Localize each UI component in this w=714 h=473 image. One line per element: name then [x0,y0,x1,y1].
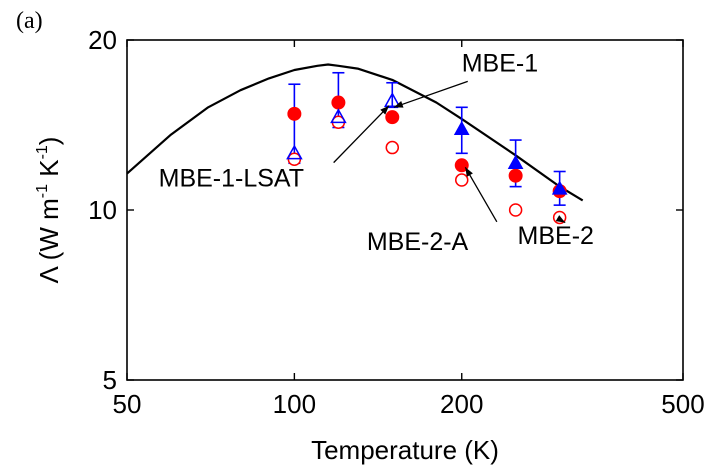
axis-ticks [126,39,684,381]
mbe-1-lsat-point [286,144,303,160]
mbe-2-a-point [551,180,568,195]
annotation-label: MBE-2-A [367,228,469,256]
y-axis-title-sup: -1 [34,184,51,198]
mbe-2-a-point [507,154,524,169]
y-axis-title-part: Λ (W m [34,198,64,283]
mbe-2-point [385,140,400,155]
y-tick-label: 10 [88,195,117,225]
annotations-layer: MBE-1 MBE-1-LSAT MBE-2-A MBE-2 [159,49,594,256]
y-axis-title: Λ (W m-1 K-1) [34,137,64,284]
plot-frame [126,39,684,381]
mbe-1-point [454,158,469,173]
mbe-1-point [508,168,523,183]
x-tick-label: 100 [273,389,316,419]
annotation-label: MBE-1 [462,49,538,77]
y-axis-title-part: ) [34,137,64,146]
annotation-arrow-line [333,105,390,164]
annotation-arrowhead [380,105,389,115]
annotation-arrowhead [465,167,473,177]
x-axis-title: Temperature (K) [311,435,499,465]
model-curve [126,63,584,202]
x-tick-label: 500 [661,389,704,419]
mbe-1-point [331,95,346,110]
y-tick-label: 5 [103,365,117,395]
mbe-1-point [385,110,400,125]
model-curve-layer [126,63,584,202]
annotation-label: MBE-2 [518,222,594,250]
x-tick-label: 200 [440,389,483,419]
annotation-label: MBE-1-LSAT [159,165,304,193]
mbe-2-a-point [453,120,470,135]
panel-label: (a) [16,8,43,34]
mbe-1-point [287,106,302,121]
annotation-arrow-line [393,80,468,108]
error-bars-layer [288,71,566,206]
annotation-arrow-line [464,167,498,223]
mbe-1-lsat-point [384,92,401,107]
y-axis-title-sup: -1 [34,145,51,159]
annotation-arrowhead [555,215,566,223]
markers-layer [286,92,568,225]
mbe-2-point [508,203,523,217]
mbe-2-point [454,173,469,187]
x-tick-label: 50 [113,389,142,419]
axis-tick-labels: 50 100 200 500 5 10 20 [88,25,705,419]
y-tick-label: 20 [88,25,117,55]
annotation-arrowhead [393,101,404,108]
y-axis-title-part: K [34,159,64,184]
mbe-1-lsat-point [330,108,347,124]
